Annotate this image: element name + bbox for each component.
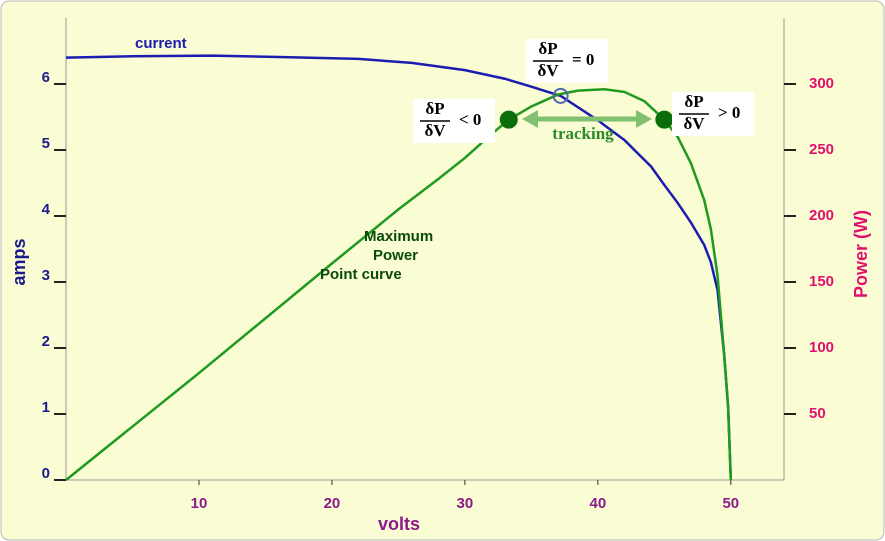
point: [552, 87, 569, 104]
y2-axis-title: Power (W): [851, 210, 871, 298]
denominator: δV: [424, 121, 446, 140]
x-tick-label: 30: [457, 495, 474, 512]
series-label: Power: [373, 247, 418, 264]
y2-tick-label: 100: [809, 339, 834, 356]
numerator: δP: [684, 92, 703, 111]
x-tick-label: 50: [722, 495, 739, 512]
relation: > 0: [718, 103, 740, 122]
relation: = 0: [572, 50, 594, 69]
x-tick-label: 20: [324, 495, 341, 512]
series-label: Maximum: [364, 228, 433, 245]
x-tick-label: 10: [191, 495, 208, 512]
series-line: [65, 88, 733, 481]
relation: < 0: [459, 110, 481, 129]
denominator: δV: [537, 61, 559, 80]
series-label: current: [135, 35, 187, 52]
y2-tick-label: 250: [809, 141, 834, 158]
x-tick-label: 40: [590, 495, 607, 512]
series-label: Point curve: [320, 266, 402, 283]
y-axis-title: amps: [9, 238, 29, 285]
y-tick-label: 3: [42, 267, 50, 284]
y-tick-label: 0: [42, 465, 50, 482]
arrow-head: [522, 110, 538, 128]
y-tick-label: 5: [42, 135, 50, 152]
y2-tick-label: 50: [809, 405, 826, 422]
numerator: δP: [538, 39, 557, 58]
point: [499, 110, 518, 129]
arrow-head: [636, 110, 652, 128]
y2-tick-label: 300: [809, 75, 834, 92]
tracking-label: tracking: [552, 124, 614, 143]
y-tick-label: 1: [42, 399, 50, 416]
y-tick-label: 2: [42, 333, 50, 350]
point: [655, 110, 674, 129]
x-axis-title: volts: [378, 514, 420, 534]
denominator: δV: [683, 114, 705, 133]
y2-tick-label: 200: [809, 207, 834, 224]
y-tick-label: 6: [42, 69, 50, 86]
numerator: δP: [425, 99, 444, 118]
y-tick-label: 4: [42, 201, 51, 218]
y2-tick-label: 150: [809, 273, 834, 290]
series-line: [65, 54, 733, 481]
